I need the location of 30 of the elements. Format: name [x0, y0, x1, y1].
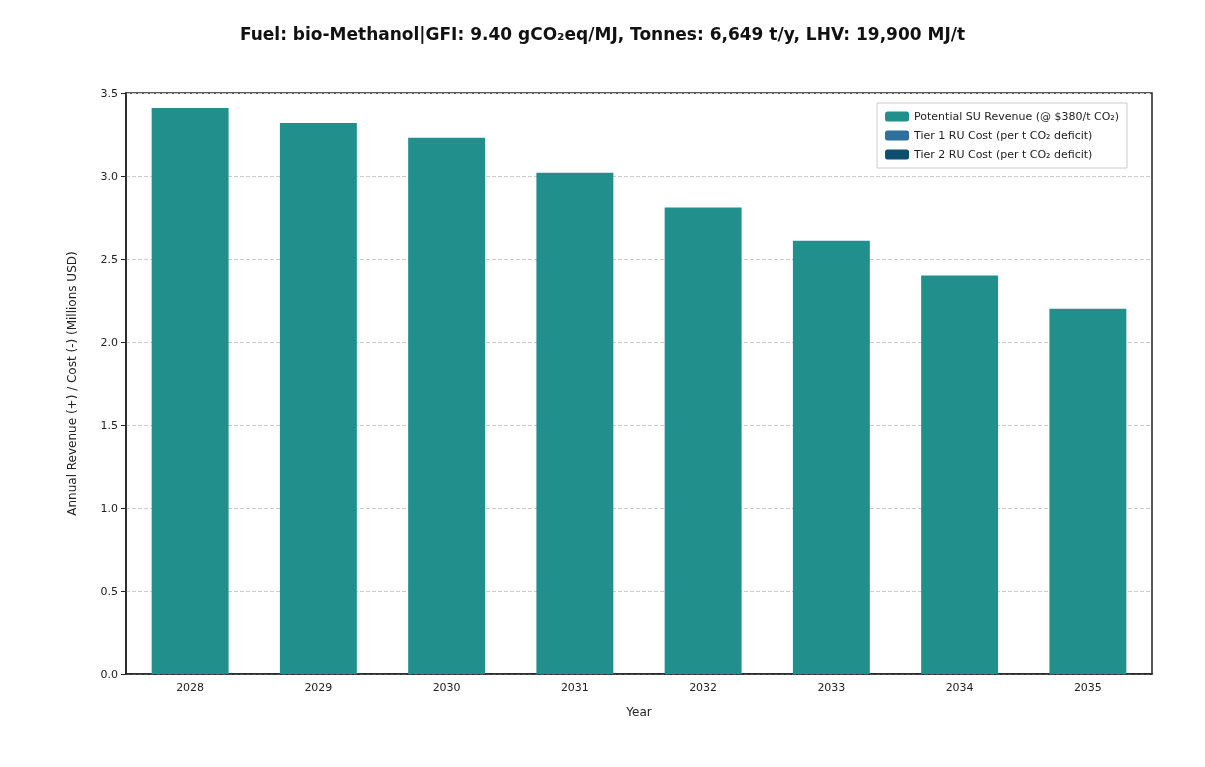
bar [921, 275, 999, 674]
y-axis-title: Annual Revenue (+) / Cost (-) (Millions USD) [65, 251, 79, 516]
legend-label: Potential SU Revenue (@ $380/t CO₂) [914, 110, 1120, 123]
y-tick-label: 2.5 [100, 252, 118, 266]
x-tick-label: 2034 [945, 681, 974, 694]
y-tick-label: 0.0 [100, 667, 118, 681]
y-tick-label: 1.0 [100, 501, 118, 515]
x-tick-label: 2028 [176, 681, 205, 694]
chart-title: Fuel: bio-Methanol|GFI: 9.40 gCO₂eq/MJ, Tonnes: 6,649 t/y, LHV: 19,900 MJ/t [239, 23, 966, 44]
bar [408, 137, 486, 674]
y-tick-label: 2.0 [100, 335, 118, 349]
legend-label: Tier 2 RU Cost (per t CO₂ deficit) [913, 148, 1093, 161]
y-tick-label: 0.5 [100, 584, 118, 598]
x-tick-label: 2031 [560, 681, 589, 694]
x-axis-title: Year [625, 705, 652, 719]
bar [1049, 308, 1127, 674]
y-tick-label: 3.5 [100, 86, 118, 100]
legend-label: Tier 1 RU Cost (per t CO₂ deficit) [913, 129, 1093, 142]
y-tick-label: 1.5 [100, 418, 118, 432]
bar [536, 172, 614, 674]
x-tick-label: 2029 [304, 681, 333, 694]
x-tick-label: 2032 [689, 681, 718, 694]
bar [792, 240, 870, 674]
x-tick-label: 2030 [432, 681, 461, 694]
bar [151, 107, 229, 674]
x-tick-label: 2035 [1073, 681, 1102, 694]
bar [279, 122, 357, 674]
x-tick-label: 2033 [817, 681, 846, 694]
y-tick-label: 3.0 [100, 169, 118, 183]
bar [664, 207, 742, 674]
